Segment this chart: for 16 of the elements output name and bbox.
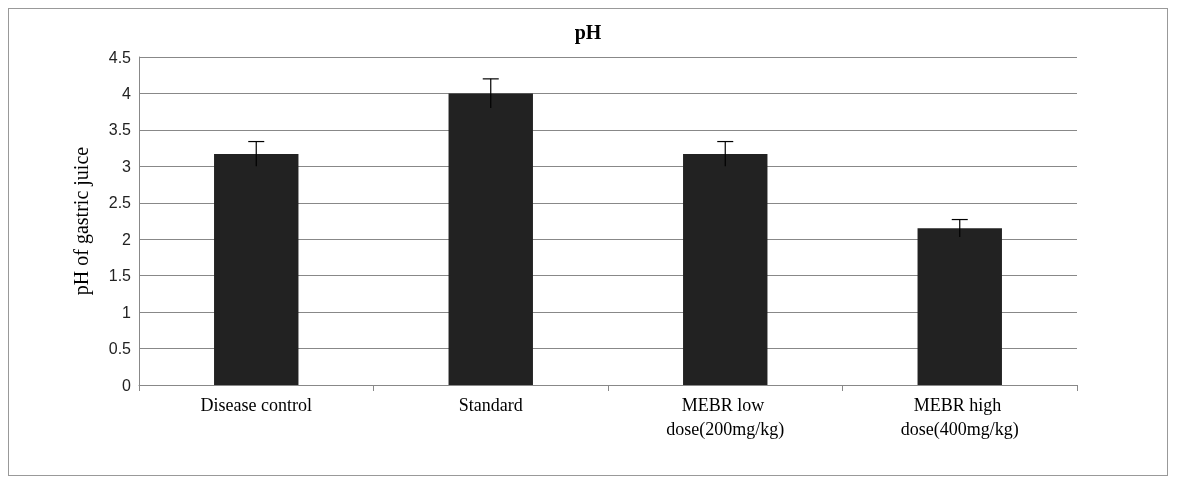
y-axis-title: pH of gastric juice	[70, 146, 93, 296]
x-tick-label: Standard	[458, 395, 523, 415]
y-tick-label: 2.5	[108, 194, 132, 212]
x-tick-label: MEBR low dose(200mg/kg)	[666, 395, 785, 440]
x-tick-label: MEBR high dose(400mg/kg)	[900, 395, 1019, 440]
y-tick-label: 2	[122, 230, 132, 248]
y-tick-label: 1	[122, 303, 132, 321]
y-tick-label: 1.5	[108, 267, 132, 285]
y-tick-label: 4	[122, 84, 132, 102]
y-tick-label: 3.5	[108, 121, 132, 139]
y-tick-label: 4.5	[108, 48, 132, 66]
y-tick-label: 3	[122, 157, 132, 175]
y-tick-label: 0	[122, 376, 132, 394]
y-tick-label: 0.5	[108, 340, 132, 358]
x-tick-label: Disease control	[200, 395, 312, 415]
chart-title: pH	[574, 21, 602, 44]
